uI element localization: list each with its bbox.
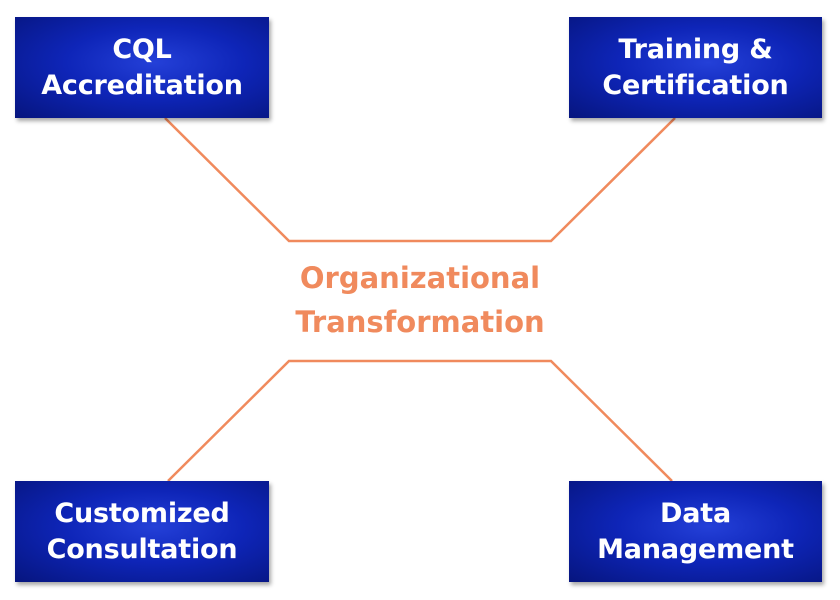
connector-bottom	[167, 359, 673, 482]
center-label-line2: Transformation	[295, 305, 545, 339]
node-label-line1: Data	[660, 497, 731, 529]
node-label-line2: Consultation	[46, 533, 238, 565]
node-label-line2: Management	[597, 533, 794, 565]
center-label-line1: Organizational	[299, 261, 541, 295]
node-label-line1: CQL	[112, 33, 172, 65]
node-label-line1: Customized	[54, 497, 230, 529]
node-customized-consultation: Customized Consultation	[15, 481, 269, 582]
node-cql-accreditation: CQL Accreditation	[15, 17, 269, 118]
node-label-line2: Accreditation	[41, 69, 243, 101]
node-label-line1: Training &	[618, 33, 773, 65]
node-label-line2: Certification	[602, 69, 789, 101]
node-data-management: Data Management	[569, 481, 822, 582]
center-label: Organizational Transformation	[250, 256, 590, 344]
connector-top	[164, 117, 676, 243]
node-training-certification: Training & Certification	[569, 17, 822, 118]
